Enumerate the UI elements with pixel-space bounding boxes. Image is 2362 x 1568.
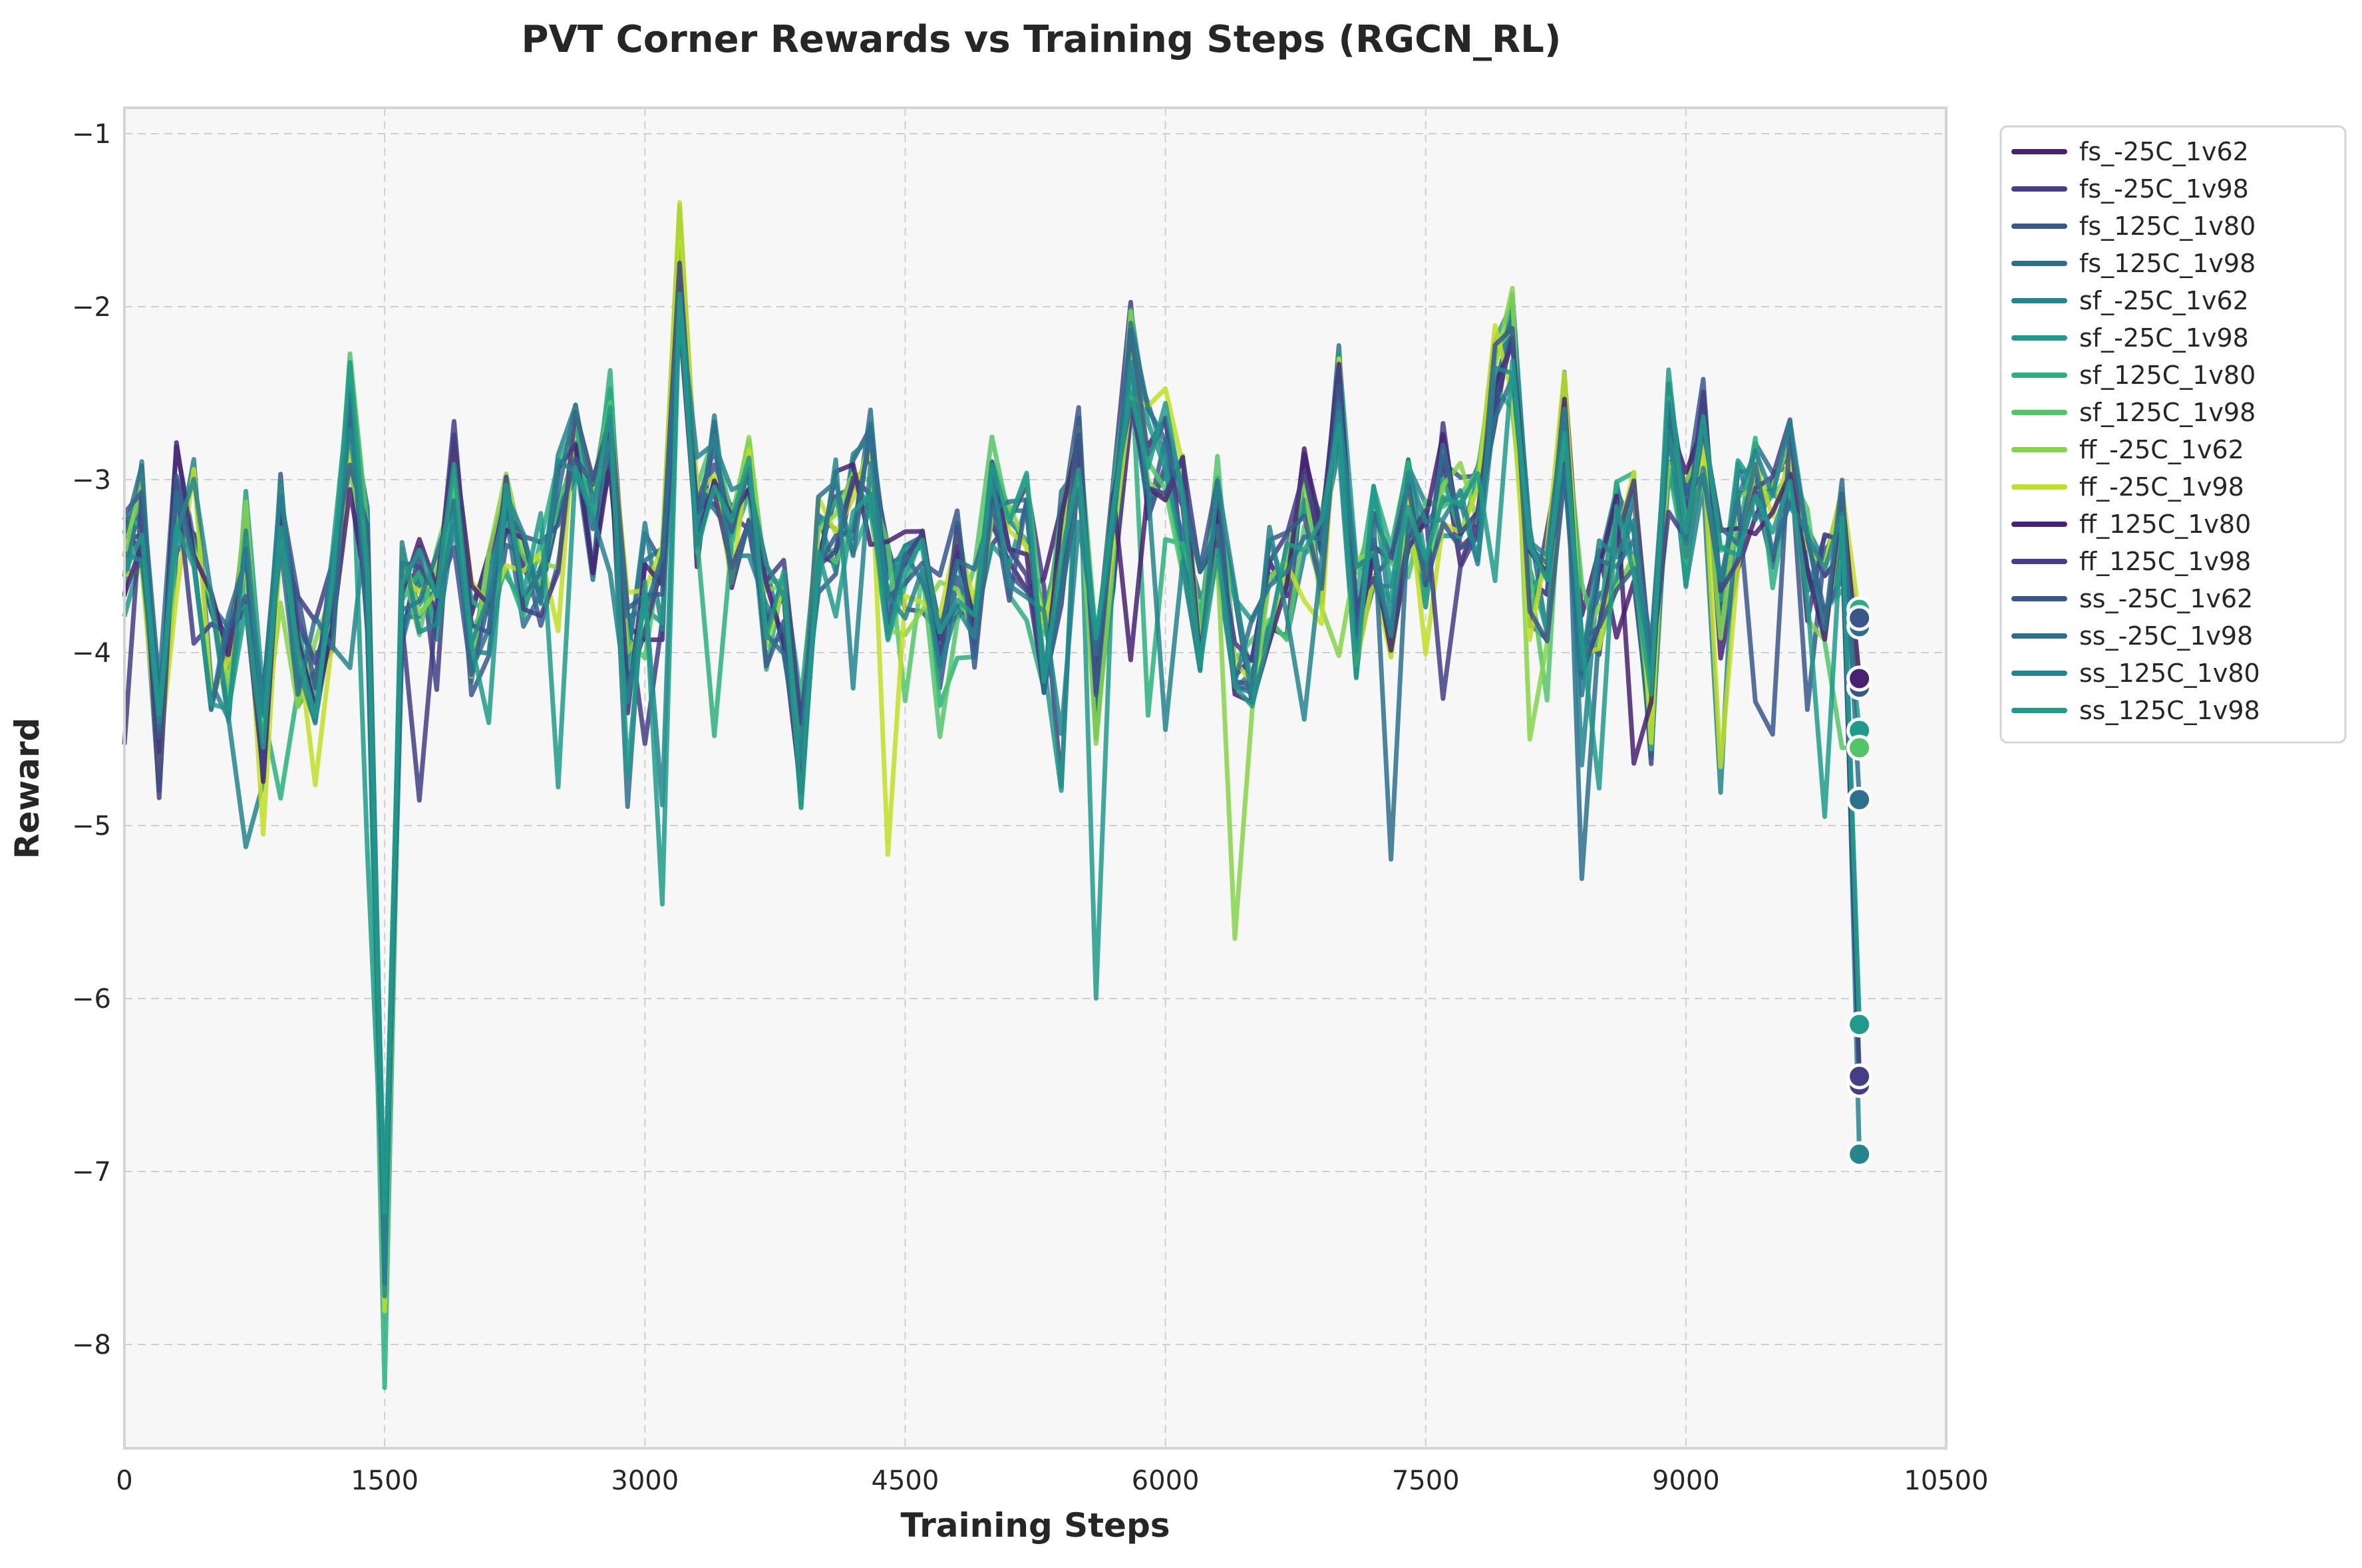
legend: fs_-25C_1v62 fs_-25C_1v98 fs_125C_1v80 fs_1… [1999,125,2347,744]
x-axis-label: Training Steps [900,1506,1170,1545]
final-marker-sf_125C_1v98 [1846,734,1873,761]
legend-label: sf_125C_1v80 [2079,361,2256,390]
y-tick-label: −4 [72,638,111,669]
series-lines [122,200,1862,1390]
legend-label: ss_125C_1v98 [2079,696,2260,725]
y-tick-label: −7 [72,1157,111,1187]
x-tick-label: 9000 [1652,1466,1720,1496]
plot-area [124,108,1946,1448]
series-line-ss_125C_1v98 [122,291,1862,1215]
grid-lines [124,108,1946,1448]
legend-label: ff_125C_1v80 [2079,510,2251,539]
x-tick-label: 6000 [1132,1466,1200,1496]
final-marker-ss_125C_1v98 [1846,1011,1873,1038]
x-tick-label: 3000 [611,1466,679,1496]
legend-label: fs_125C_1v98 [2079,249,2256,278]
final-markers [1846,596,1873,1168]
y-tick-label: −2 [72,292,111,323]
final-marker-ff_125C_1v80 [1846,665,1873,692]
legend-box [1999,125,2347,744]
legend-label: fs_-25C_1v62 [2079,137,2249,166]
legend-label: ss_125C_1v80 [2079,659,2260,688]
y-axis-label: Reward [8,718,47,860]
final-marker-ff_125C_1v98 [1846,1063,1873,1090]
legend-label: sf_-25C_1v98 [2079,323,2249,353]
y-tick-label: −8 [72,1330,111,1360]
x-tick-label: 4500 [872,1466,939,1496]
y-tick-label: −6 [72,984,111,1015]
y-tick-label: −1 [72,119,111,150]
x-tick-label: 1500 [351,1466,419,1496]
x-tick-label: 7500 [1392,1466,1460,1496]
legend-label: ff_125C_1v98 [2079,547,2251,576]
tick-labels: 0 1500 3000 4500 6000 7500 9000 10500 −8 −7 −6 −5 −4… [72,119,1989,1496]
legend-label: sf_125C_1v98 [2079,398,2256,427]
legend-label: fs_125C_1v80 [2079,212,2256,241]
y-tick-label: −3 [72,465,111,496]
y-tick-label: −5 [72,811,111,842]
legend-label: ff_-25C_1v98 [2079,472,2244,502]
legend-label: ff_-25C_1v62 [2079,435,2244,464]
legend-label: fs_-25C_1v98 [2079,174,2249,204]
final-marker-sf_-25C_1v62 [1846,1141,1873,1168]
final-marker-ss_-25C_1v62 [1846,605,1873,631]
legend-label: ss_-25C_1v98 [2079,621,2253,651]
chart-title: PVT Corner Rewards vs Training Steps (RG… [522,18,1562,61]
x-tick-label: 0 [116,1466,132,1496]
x-tick-label: 10500 [1904,1466,1988,1496]
legend-label: ss_-25C_1v62 [2079,584,2253,613]
plot-frame [123,106,1947,1450]
final-marker-ss_-25C_1v98 [1846,786,1873,813]
legend-label: sf_-25C_1v62 [2079,286,2249,315]
